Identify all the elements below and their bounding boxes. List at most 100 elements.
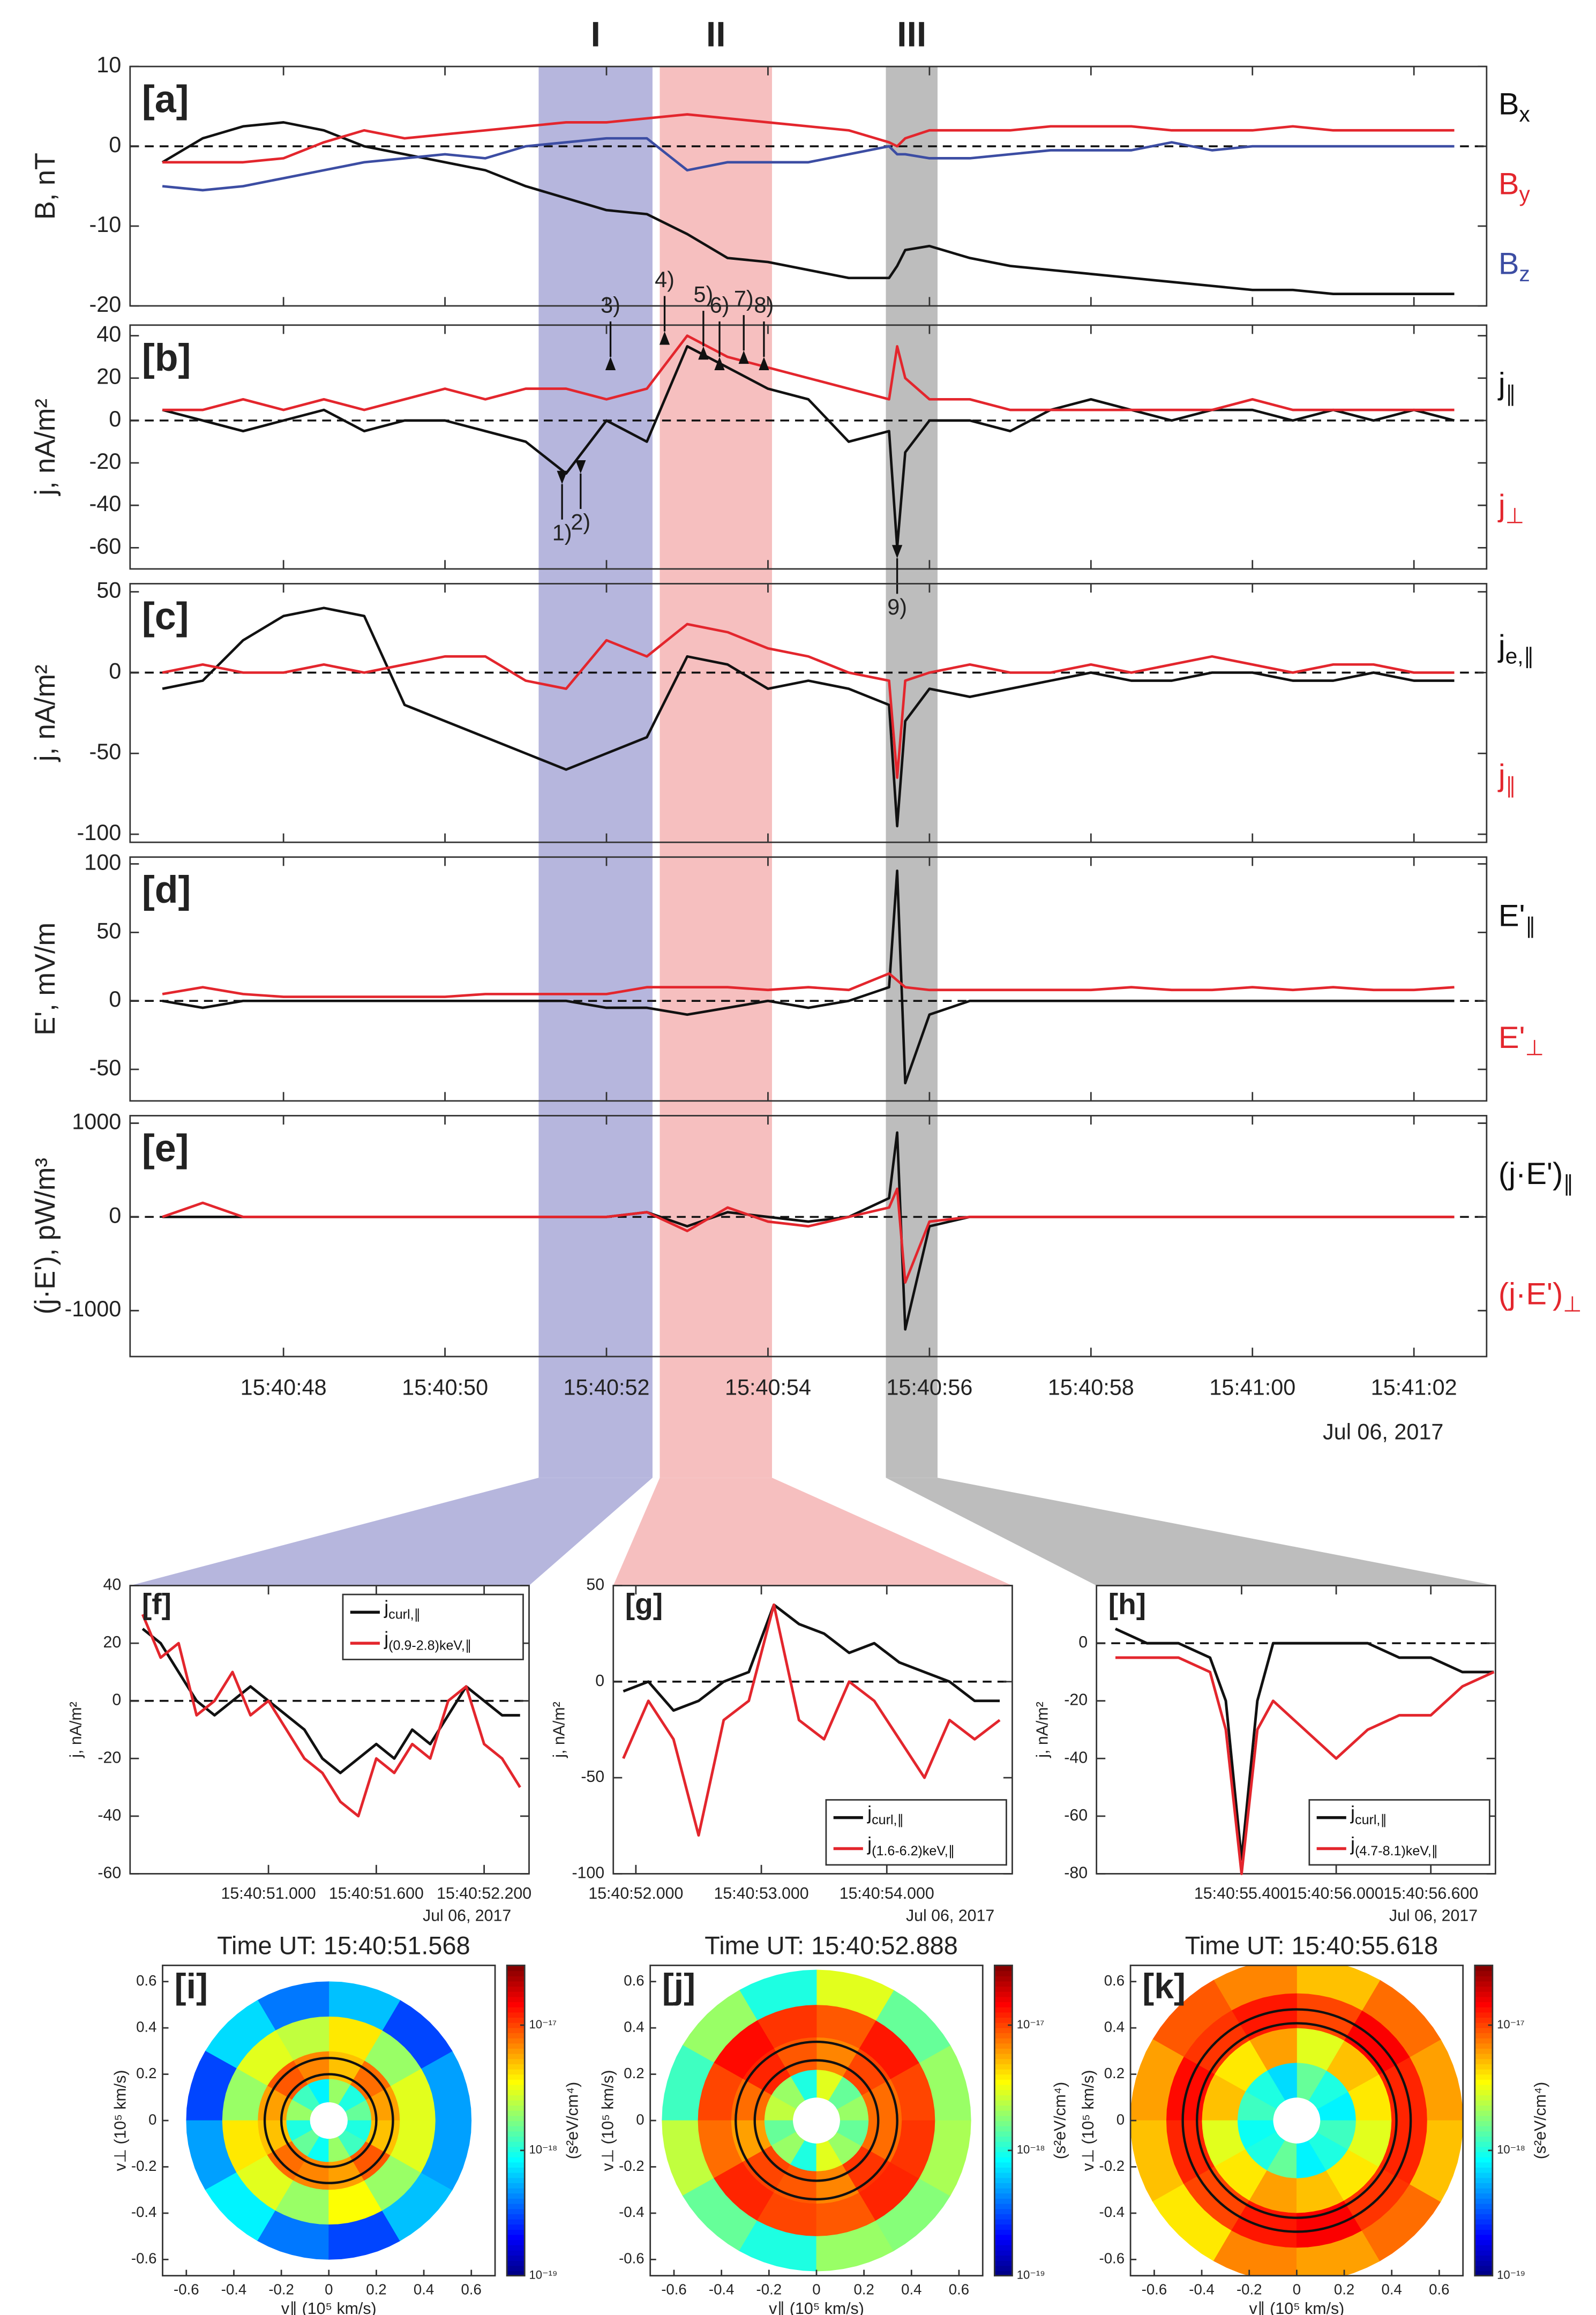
colorbar-strip <box>1474 2151 1493 2157</box>
panel: -0.6 -0.4 -0.2 0 0.2 0.4 0.6 -0.6 -0.4 -0.2 0 0.2 0.… <box>599 1932 1069 2315</box>
series-line <box>162 1187 1455 1284</box>
y-tick-label: -40 <box>98 1807 121 1824</box>
arrowhead <box>759 357 769 370</box>
colorbar-strip <box>1474 2177 1493 2183</box>
y-tick-label: -80 <box>1064 1864 1088 1882</box>
y-axis-label: v⊥ (10⁵ km/s) <box>1080 2070 1097 2171</box>
plot-frame <box>129 583 1488 843</box>
colorbar-strip <box>994 2193 1013 2199</box>
legend-label-sub: (0.9-2.8)keV,∥ <box>388 1638 471 1653</box>
colorbar-frame <box>993 1965 1013 2277</box>
y-tick-label: 20 <box>96 364 121 389</box>
colorbar-strip <box>994 2255 1013 2261</box>
colorbar-strip <box>1474 2146 1493 2153</box>
legend-label-base: (j·E') <box>1498 1277 1563 1312</box>
colorbar-strip <box>994 2203 1013 2209</box>
colorbar-strip <box>994 2063 1013 2070</box>
colorbar-tick-label: 10⁻¹⁸ <box>1497 2143 1525 2156</box>
x-tick-label: 0.4 <box>414 2281 434 2297</box>
legend-label-base: (j·E') <box>1498 1157 1563 1191</box>
panel-label: [b] <box>142 336 191 379</box>
y-tick-label: 40 <box>103 1576 122 1594</box>
colorbar-strip <box>507 2213 525 2220</box>
legend-label: je,∥ <box>1497 629 1534 668</box>
plot-frame <box>129 65 1488 307</box>
y-tick-label: 0 <box>636 2111 644 2127</box>
colorbar-strip <box>1474 2229 1493 2235</box>
y-axis-label: j, nA/m² <box>550 1702 568 1758</box>
legend-label-sub: curl,∥ <box>388 1607 421 1622</box>
legend-label-base: j <box>867 1803 872 1824</box>
legend-label-base: j <box>1350 1803 1355 1824</box>
legend-label-base: E' <box>1498 1021 1525 1055</box>
colorbar-strip <box>994 2136 1013 2142</box>
colorbar-strip <box>507 2069 525 2075</box>
energy-circle <box>1196 2022 1398 2219</box>
series-line <box>162 137 1455 192</box>
y-axis-label: j, nA/m² <box>1033 1702 1051 1758</box>
colorbar-strip <box>994 2074 1013 2080</box>
y-tick-label: 0 <box>112 1691 121 1709</box>
colorbar-strip <box>994 2244 1013 2251</box>
colorbar-strip <box>507 2043 525 2049</box>
x-tick-label: 15:40:56 <box>886 1375 972 1400</box>
arrowhead <box>575 460 586 474</box>
x-tick-label: 0.6 <box>461 2281 482 2297</box>
annotation-label: 1) <box>552 520 572 545</box>
legend-label: j⊥ <box>1497 489 1524 528</box>
colorbar-strip <box>507 2017 525 2023</box>
colorbar-strip <box>994 2100 1013 2106</box>
colorbar-strip <box>994 2208 1013 2214</box>
panel-label: [g] <box>625 1587 663 1621</box>
energy-circle <box>280 2073 378 2168</box>
colorbar-strip <box>994 2094 1013 2101</box>
y-tick-label: 0 <box>109 132 121 157</box>
colorbar-strip <box>507 2260 525 2266</box>
legend-label-sub: (4.7-8.1)keV,∥ <box>1355 1843 1438 1858</box>
x-tick-label: 0.2 <box>1334 2281 1354 2297</box>
y-tick-label: -20 <box>98 1749 121 1766</box>
legend-label: Bx <box>1498 87 1530 126</box>
colorbar-strip <box>994 2172 1013 2178</box>
y-tick-label: -100 <box>572 1864 604 1882</box>
y-tick-label: 40 <box>96 322 121 347</box>
colorbar-strip <box>1474 2234 1493 2241</box>
panel-label: [i] <box>175 1967 208 2006</box>
legend-label-base: j <box>384 1628 388 1650</box>
legend-label: E'⊥ <box>1498 1021 1544 1060</box>
panel: -0.6 -0.4 -0.2 0 0.2 0.4 0.6 -0.6 -0.4 -0.2 0 0.2 0.… <box>111 1932 581 2315</box>
legend-label-sub: ⊥ <box>1525 1035 1544 1060</box>
colorbar-strip <box>1474 2063 1493 2070</box>
legend-label-sub: ∥ <box>1505 381 1516 406</box>
annotation-label: 3) <box>601 293 620 317</box>
y-tick-label: -0.2 <box>1099 2157 1125 2174</box>
y-axis-label: j, nA/m² <box>30 399 61 496</box>
colorbar-strip <box>1474 2006 1493 2013</box>
x-tick-label: 0.6 <box>949 2281 969 2297</box>
colorbar-label: (s²eV/cm⁴) <box>564 2082 581 2159</box>
colorbar-strip <box>994 2156 1013 2163</box>
colorbar-strip <box>507 2048 525 2054</box>
colorbar-strip <box>994 2032 1013 2039</box>
colorbar-strip <box>507 1971 525 1976</box>
x-tick-label: 15:40:51.600 <box>329 1885 424 1902</box>
colorbar-strip <box>1474 2213 1493 2220</box>
colorbar-strip <box>994 1981 1013 1987</box>
x-tick-label: 15:40:48 <box>241 1375 327 1400</box>
colorbar-strip <box>507 2224 525 2230</box>
y-tick-label: 10 <box>96 53 121 77</box>
colorbar-strip <box>994 2250 1013 2256</box>
arrowhead <box>698 346 709 360</box>
colorbar-strip <box>994 2084 1013 2091</box>
colorbar-strip <box>507 2229 525 2235</box>
x-tick-label: 0.6 <box>1429 2281 1449 2297</box>
colorbar-strip <box>507 2136 525 2142</box>
panel-label: [h] <box>1108 1587 1146 1621</box>
legend-label-sub: ⊥ <box>1505 503 1524 528</box>
energy-circle <box>735 2040 898 2201</box>
colorbar-strip <box>1474 1986 1493 1992</box>
colorbar-strip <box>1474 2079 1493 2085</box>
y-tick-label: -0.2 <box>619 2157 645 2174</box>
